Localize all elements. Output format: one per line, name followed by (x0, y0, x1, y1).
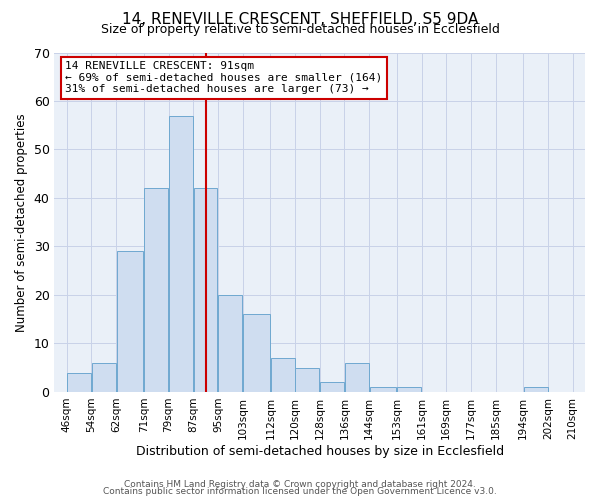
Bar (345, 363, 368, 392)
Bar (243, 314, 270, 392)
Bar (370, 387, 397, 392)
Text: 14, RENEVILLE CRESCENT, SHEFFIELD, S5 9DA: 14, RENEVILLE CRESCENT, SHEFFIELD, S5 9D… (122, 12, 478, 28)
Text: 14 RENEVILLE CRESCENT: 91sqm
← 69% of semi-detached houses are smaller (164)
31%: 14 RENEVILLE CRESCENT: 91sqm ← 69% of se… (65, 61, 382, 94)
Text: Size of property relative to semi-detached houses in Ecclesfield: Size of property relative to semi-detach… (101, 24, 499, 36)
Bar (67, 372, 91, 392)
Bar (295, 368, 319, 392)
X-axis label: Distribution of semi-detached houses by size in Ecclesfield: Distribution of semi-detached houses by … (136, 444, 504, 458)
Bar (524, 387, 548, 392)
Bar (397, 387, 421, 392)
Bar (116, 252, 143, 392)
Bar (218, 295, 242, 392)
Bar (92, 363, 116, 392)
Bar (320, 382, 344, 392)
Bar (271, 358, 295, 392)
Bar (145, 188, 168, 392)
Bar (169, 116, 193, 392)
Y-axis label: Number of semi-detached properties: Number of semi-detached properties (15, 113, 28, 332)
Text: Contains public sector information licensed under the Open Government Licence v3: Contains public sector information licen… (103, 488, 497, 496)
Text: Contains HM Land Registry data © Crown copyright and database right 2024.: Contains HM Land Registry data © Crown c… (124, 480, 476, 489)
Bar (194, 188, 217, 392)
